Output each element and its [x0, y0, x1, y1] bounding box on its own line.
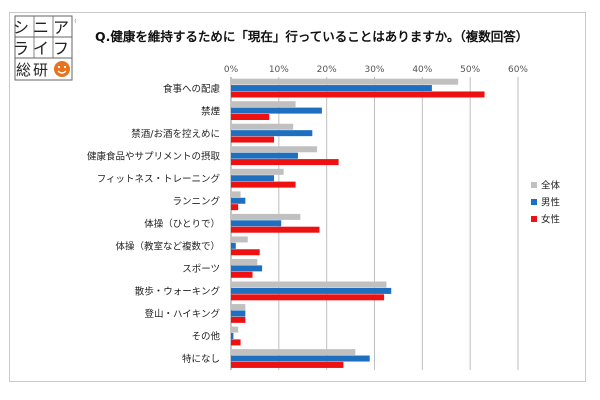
category-label: スポーツ	[182, 264, 220, 275]
svg-text:シニア: シニア	[14, 18, 73, 37]
category-label: その他	[191, 331, 220, 343]
bar-female	[231, 271, 253, 278]
bar-male	[231, 107, 322, 114]
bar-male	[231, 332, 234, 339]
bar-male	[231, 175, 275, 182]
category-label: 登山・ハイキング	[144, 308, 220, 320]
legend-label: 女性	[541, 214, 561, 226]
bar-male	[231, 85, 432, 92]
x-tick-label: 10%	[269, 65, 289, 75]
legend-label: 全体	[541, 180, 561, 192]
bar-all	[231, 349, 356, 356]
x-tick-label: 30%	[364, 65, 384, 75]
bar-male	[231, 197, 246, 204]
bar-all	[231, 191, 241, 198]
bar-female	[231, 249, 260, 256]
bar-female	[231, 361, 344, 368]
bar-female	[231, 226, 320, 233]
bar-female	[231, 294, 385, 301]
bar-male	[231, 265, 263, 272]
bar-all	[231, 123, 294, 130]
bar-male	[231, 220, 282, 227]
bar-all	[231, 213, 301, 220]
bar-female	[231, 114, 270, 121]
smile-face-icon	[54, 61, 70, 77]
bar-all	[231, 258, 258, 265]
legend-swatch	[531, 199, 537, 205]
bar-male	[231, 287, 392, 294]
bar-female	[231, 316, 246, 323]
chart-frame	[9, 12, 586, 382]
category-label: 体操（教室など複数で）	[115, 241, 220, 253]
category-label: 特になし	[182, 353, 220, 365]
x-tick-label: 40%	[412, 65, 432, 75]
bar-all	[231, 101, 296, 108]
bar-female	[231, 204, 239, 211]
bar-female	[231, 339, 241, 346]
bar-male	[231, 310, 246, 317]
bar-female	[231, 181, 296, 188]
bar-male	[231, 355, 370, 362]
bar-all	[231, 168, 284, 175]
bar-female	[231, 159, 339, 166]
svg-text:®: ®	[74, 18, 76, 25]
bar-all	[231, 146, 318, 153]
category-label: 食事への配慮	[163, 83, 221, 95]
category-label: 禁煙	[201, 106, 221, 117]
category-label: ランニング	[172, 195, 220, 207]
category-label: 体操（ひとりで）	[144, 218, 220, 230]
x-tick-label: 50%	[460, 65, 480, 75]
bar-male	[231, 152, 298, 159]
bar-male	[231, 130, 313, 137]
x-tick-label: 0%	[224, 65, 239, 75]
svg-text:ライフ: ライフ	[14, 39, 73, 58]
x-tick-label: 60%	[508, 65, 528, 75]
shinia-life-souken-logo: シニア ライフ 総研 ®	[14, 15, 76, 81]
category-label: フィットネス・トレーニング	[97, 173, 221, 185]
bar-all	[231, 281, 387, 288]
x-tick-label: 20%	[317, 65, 337, 75]
bar-all	[231, 78, 459, 85]
bar-all	[231, 236, 248, 243]
chart-title: Q.健康を維持するために「現在」行っていることはありますか。（複数回答）	[95, 29, 529, 44]
legend-label: 男性	[541, 197, 561, 209]
svg-text:総研: 総研	[16, 61, 50, 79]
bar-all	[231, 304, 246, 311]
bar-male	[231, 242, 236, 249]
category-label: 散歩・ウォーキング	[135, 286, 221, 298]
legend-swatch	[531, 182, 537, 188]
legend-swatch	[531, 216, 537, 222]
category-label: 健康食品やサプリメントの摂取	[87, 150, 221, 162]
bar-female	[231, 136, 275, 143]
bar-all	[231, 326, 239, 333]
category-label: 禁酒/お酒を控えめに	[131, 128, 220, 140]
bar-female	[231, 91, 485, 98]
